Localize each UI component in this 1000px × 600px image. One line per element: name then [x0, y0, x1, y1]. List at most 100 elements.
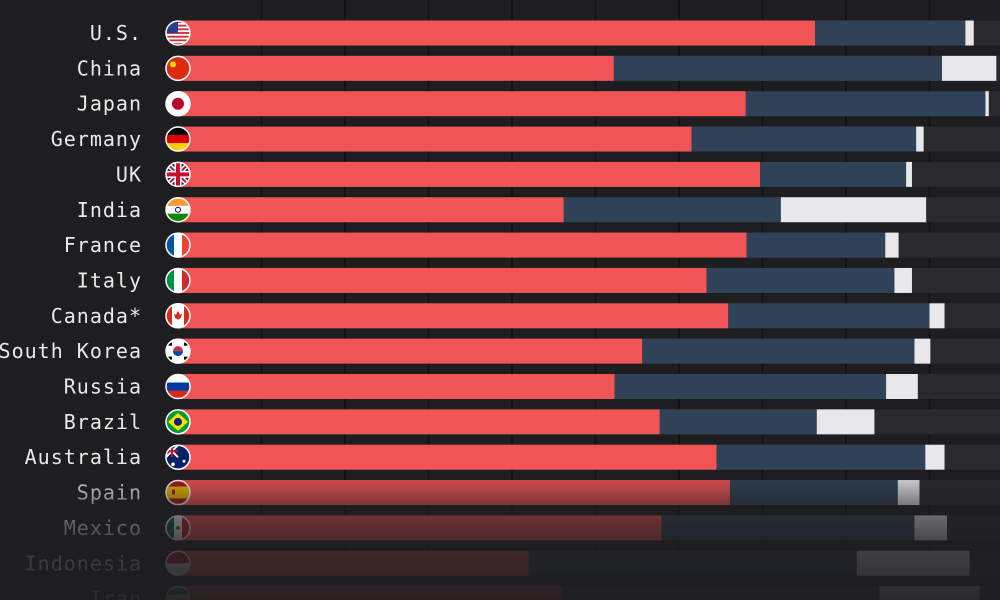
bar-uk-segment-2	[759, 161, 907, 187]
bar-china-segment-1	[178, 55, 614, 81]
flag-japan-icon	[165, 90, 191, 117]
bar-germany-segment-3	[916, 126, 924, 152]
bar-mexico-segment-1	[178, 515, 662, 541]
bar-south-korea-segment-2	[642, 338, 915, 364]
bar-france-segment-2	[746, 232, 886, 258]
chart-rows: U.S. China Japan Germany UK India France Italy C…	[0, 20, 1000, 600]
row-indonesia: Indonesia	[25, 550, 1000, 576]
row-china: China	[77, 55, 1000, 82]
bar-china-segment-3	[942, 55, 997, 81]
flag-spain-icon	[165, 479, 191, 506]
bar-canada-segment-3	[929, 303, 945, 329]
row-iran: Iran	[90, 585, 1000, 600]
bar-japan-segment-2	[745, 91, 986, 117]
row-u-s: U.S.	[90, 20, 1000, 46]
category-label-south-korea: South Korea	[0, 339, 142, 363]
bar-indonesia-segment-3	[856, 550, 970, 576]
bar-spain-segment-3	[897, 480, 920, 506]
bar-south-korea-segment-1	[178, 338, 643, 364]
flag-south-korea-icon	[165, 338, 191, 364]
row-france: France	[64, 232, 1000, 258]
bar-uk-segment-1	[178, 161, 760, 187]
category-label-france: France	[64, 233, 142, 257]
bar-brazil-segment-1	[178, 409, 660, 435]
bar-japan-segment-1	[178, 91, 746, 117]
bar-brazil-segment-2	[659, 409, 817, 435]
row-india: India	[77, 197, 1000, 223]
bar-iran-segment-3	[879, 586, 980, 600]
bar-canada-segment-2	[728, 303, 930, 329]
bar-china-segment-2	[613, 55, 943, 81]
category-label-italy: Italy	[77, 268, 142, 292]
category-label-brazil: Brazil	[64, 410, 142, 434]
flag-france-icon	[165, 232, 191, 258]
flag-india-icon	[165, 197, 191, 223]
row-brazil: Brazil	[64, 409, 1000, 435]
bar-france-segment-3	[885, 232, 899, 258]
bar-australia-segment-2	[716, 444, 926, 470]
category-label-russia: Russia	[64, 375, 142, 399]
row-uk: UK	[116, 161, 1000, 188]
row-italy: Italy	[77, 267, 1000, 294]
bar-germany-segment-2	[691, 126, 917, 152]
category-label-india: India	[77, 198, 142, 222]
row-russia: Russia	[64, 373, 1000, 400]
bar-italy-segment-2	[706, 267, 895, 293]
category-label-iran: Iran	[90, 587, 142, 600]
bar-russia-segment-1	[178, 374, 615, 399]
flag-russia-icon	[165, 373, 191, 400]
category-label-u-s: U.S.	[90, 21, 142, 45]
flag-indonesia-icon	[165, 550, 191, 576]
flag-china-icon	[165, 55, 191, 82]
flag-italy-icon	[165, 267, 191, 294]
category-label-canada: Canada*	[51, 304, 142, 328]
category-label-indonesia: Indonesia	[25, 551, 142, 575]
bar-mexico-segment-2	[661, 515, 915, 541]
flag-canada-icon	[165, 303, 191, 329]
bar-germany-segment-1	[178, 126, 692, 152]
bar-russia-segment-2	[614, 374, 887, 399]
bar-russia-segment-3	[886, 374, 918, 399]
row-japan: Japan	[77, 90, 1000, 117]
row-germany: Germany	[51, 126, 1000, 152]
bar-india-segment-1	[178, 197, 564, 223]
flag-mexico-icon	[165, 515, 191, 541]
bar-brazil-segment-3	[816, 409, 875, 435]
bar-france-segment-1	[178, 232, 747, 258]
row-spain: Spain	[77, 479, 1000, 506]
bar-indonesia-segment-1	[178, 550, 529, 576]
bar-japan-segment-3	[985, 91, 989, 117]
category-label-spain: Spain	[77, 481, 142, 505]
bar-u-s-segment-1	[178, 20, 816, 46]
gridlines	[260, 0, 931, 600]
row-australia: Australia	[25, 444, 1000, 470]
bar-india-segment-2	[563, 197, 781, 223]
bar-mexico-segment-3	[914, 515, 948, 541]
flag-australia-icon	[165, 444, 191, 470]
bar-uk-segment-3	[906, 161, 912, 187]
bar-italy-segment-1	[178, 267, 707, 293]
bar-iran-segment-2	[562, 586, 880, 600]
row-mexico: Mexico	[64, 515, 1000, 541]
category-label-japan: Japan	[77, 92, 142, 116]
bar-iran-segment-1	[178, 586, 563, 600]
flag-u-s-icon	[165, 20, 191, 46]
bar-south-korea-segment-3	[914, 338, 931, 364]
bar-australia-segment-1	[178, 444, 717, 470]
bar-u-s-segment-2	[815, 20, 966, 46]
flag-uk-icon	[165, 161, 191, 188]
bar-canada-segment-1	[178, 303, 729, 329]
bar-india-segment-3	[780, 197, 927, 223]
bar-italy-segment-3	[894, 267, 912, 293]
flag-germany-icon	[165, 126, 191, 152]
row-canada: Canada*	[51, 303, 1000, 329]
category-label-china: China	[77, 56, 142, 80]
bar-indonesia-segment-2	[528, 550, 857, 576]
bar-australia-segment-3	[925, 444, 945, 470]
category-label-germany: Germany	[51, 127, 142, 151]
bar-u-s-segment-3	[965, 20, 974, 46]
category-label-uk: UK	[116, 162, 142, 186]
category-label-australia: Australia	[25, 445, 142, 469]
